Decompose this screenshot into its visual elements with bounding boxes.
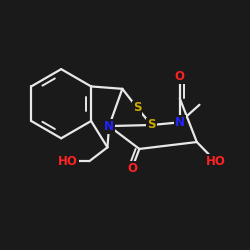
Text: HO: HO xyxy=(58,155,78,168)
Text: S: S xyxy=(133,102,141,114)
Text: O: O xyxy=(127,162,137,175)
Text: N: N xyxy=(104,120,114,132)
Text: S: S xyxy=(147,118,156,132)
Text: N: N xyxy=(175,116,185,129)
Text: O: O xyxy=(175,70,185,82)
Text: HO: HO xyxy=(206,155,225,168)
